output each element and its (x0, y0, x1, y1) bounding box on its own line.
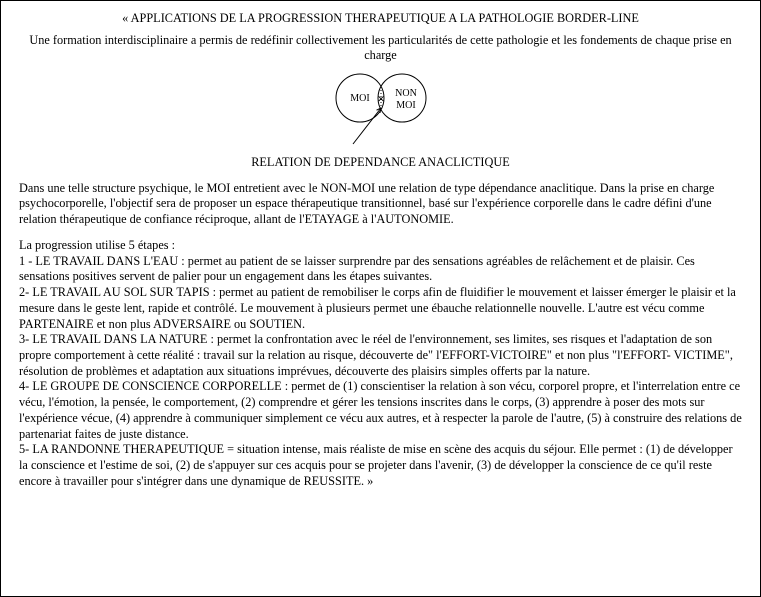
step-4: 4- LE GROUPE DE CONSCIENCE CORPORELLE : … (19, 379, 742, 442)
step-1: 1 - LE TRAVAIL DANS L'EAU : permet au pa… (19, 254, 742, 285)
venn-svg: ✕MOINONMOI (291, 68, 471, 148)
page-subtitle: Une formation interdisciplinaire a permi… (19, 33, 742, 64)
step-2: 2- LE TRAVAIL AU SOL SUR TAPIS : permet … (19, 285, 742, 332)
document-page: « APPLICATIONS DE LA PROGRESSION THERAPE… (0, 0, 761, 597)
svg-text:✕: ✕ (377, 94, 385, 104)
svg-text:NON: NON (395, 88, 417, 99)
diagram-caption: RELATION DE DEPENDANCE ANACLICTIQUE (19, 155, 742, 171)
step-5: 5- LA RANDONNE THERAPEUTIQUE = situation… (19, 442, 742, 489)
intro-paragraph: Dans une telle structure psychique, le M… (19, 181, 742, 228)
step-3: 3- LE TRAVAIL DANS LA NATURE : permet la… (19, 332, 742, 379)
venn-diagram: ✕MOINONMOI (19, 68, 742, 153)
list-intro: La progression utilise 5 étapes : (19, 238, 742, 254)
svg-text:MOI: MOI (350, 93, 369, 104)
svg-text:MOI: MOI (396, 100, 415, 111)
page-title: « APPLICATIONS DE LA PROGRESSION THERAPE… (19, 11, 742, 27)
